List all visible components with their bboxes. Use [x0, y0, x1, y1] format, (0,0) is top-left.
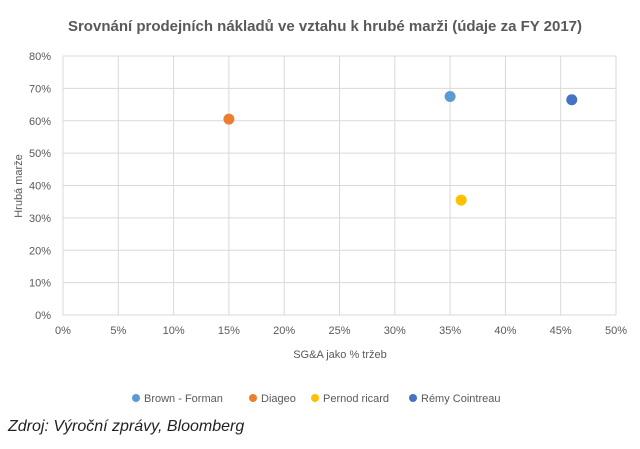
legend-label-pernod-ricard: Pernod ricard — [323, 393, 389, 405]
legend-marker-diageo — [249, 394, 257, 402]
x-tick-label: 35% — [439, 325, 461, 337]
y-tick-label: 70% — [29, 83, 51, 95]
y-tick-label: 60% — [29, 116, 51, 128]
x-tick-label: 15% — [218, 325, 240, 337]
source-note: Zdroj: Výroční zprávy, Bloomberg — [8, 418, 245, 435]
legend-marker-brown-forman — [132, 394, 140, 402]
x-tick-label: 45% — [550, 325, 572, 337]
data-point-diageo — [223, 113, 235, 125]
y-tick-label: 80% — [29, 51, 51, 63]
x-tick-label: 50% — [605, 325, 627, 337]
legend-marker-remy-cointreau — [409, 394, 417, 402]
x-tick-label: 5% — [110, 325, 126, 337]
legend-marker-pernod-ricard — [311, 394, 319, 402]
x-tick-label: 30% — [384, 325, 406, 337]
data-point-remy-cointreau — [566, 94, 578, 106]
x-tick-label: 25% — [328, 325, 350, 337]
y-tick-label: 0% — [35, 310, 51, 322]
y-tick-label: 50% — [29, 148, 51, 160]
grid — [62, 55, 617, 316]
data-point-pernod-ricard — [455, 194, 467, 206]
y-tick-label: 10% — [29, 278, 51, 290]
chart-title: Srovnání prodejních nákladů ve vztahu k … — [68, 18, 582, 35]
y-tick-label: 20% — [29, 245, 51, 257]
x-tick-label: 0% — [55, 325, 71, 337]
legend: Brown - Forman Diageo Pernod ricard Rémy Co… — [132, 393, 500, 405]
x-tick-label: 20% — [273, 325, 295, 337]
x-axis-label: SG&A jako % tržeb — [293, 349, 387, 361]
y-tick-label: 30% — [29, 213, 51, 225]
x-axis-ticks: 0% 5% 10% 15% 20% 25% 30% 35% 40% 45% 50% — [55, 325, 627, 337]
y-tick-label: 40% — [29, 181, 51, 193]
data-point-brown-forman — [444, 90, 456, 102]
legend-label-remy-cointreau: Rémy Cointreau — [421, 393, 500, 405]
y-axis-ticks: 0% 10% 20% 30% 40% 50% 60% 70% 80% — [29, 51, 51, 322]
x-tick-label: 10% — [163, 325, 185, 337]
legend-label-diageo: Diageo — [261, 393, 296, 405]
legend-label-brown-forman: Brown - Forman — [144, 393, 223, 405]
data-points — [223, 90, 578, 206]
x-tick-label: 40% — [494, 325, 516, 337]
y-axis-label: Hrubá marže — [13, 154, 25, 218]
